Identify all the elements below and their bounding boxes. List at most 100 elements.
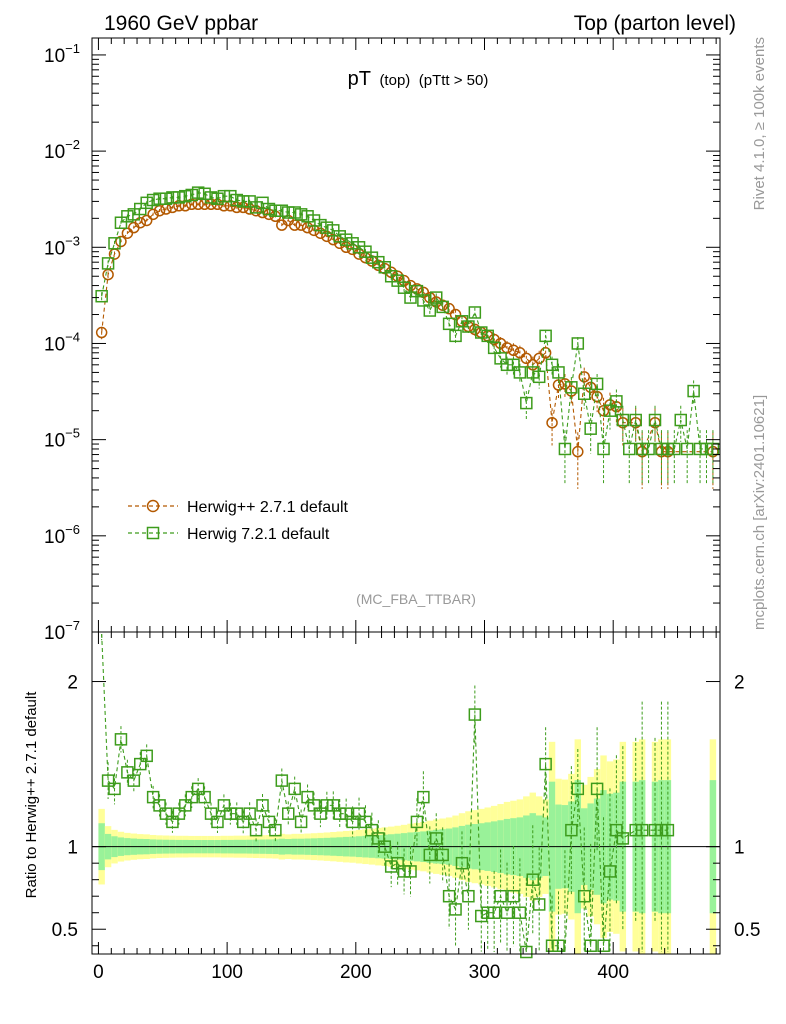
y-tick-label-main: 10−1 [44, 41, 80, 67]
ratio-point-herwig7 [475, 909, 488, 923]
data-point-herwig7 [648, 413, 662, 427]
data-point-herwig7 [597, 442, 610, 456]
ratio-point-herwig7 [610, 823, 623, 837]
legend-label-herwigpp: Herwig++ 2.7.1 default [187, 499, 349, 516]
ratio-point-herwig7 [314, 807, 327, 820]
data-point-herwig7 [294, 208, 308, 221]
ratio-point-herwig7 [288, 782, 301, 796]
data-point-herwig7 [159, 192, 173, 205]
ratio-point-herwig7 [436, 848, 449, 862]
data-point-herwig7 [577, 387, 591, 401]
data-point-herwig7 [500, 358, 514, 372]
data-point-herwig7 [616, 413, 630, 427]
data-point-herwig7 [397, 281, 411, 294]
data-point-herwigpp [539, 347, 552, 359]
y-tick-label-main: 10−7 [44, 618, 80, 644]
ratio-point-herwig7 [404, 865, 417, 878]
data-point-herwig7 [352, 241, 366, 254]
ratio-point-herwig7 [307, 799, 321, 812]
ratio-point-herwig7 [372, 832, 385, 845]
series-line-1 [101, 192, 713, 450]
data-point-herwig7 [211, 192, 224, 205]
data-point-herwig7 [417, 294, 430, 307]
data-point-herwig7 [339, 233, 353, 246]
data-point-herwig7 [198, 187, 211, 201]
data-point-herwig7 [108, 237, 121, 250]
data-point-herwig7 [487, 341, 501, 355]
ratio-point-herwig7 [134, 757, 147, 771]
ratio-point-herwig7 [275, 774, 289, 787]
data-point-herwig7 [507, 358, 520, 372]
data-point-herwig7 [224, 189, 237, 203]
ratio-point-herwig7 [236, 815, 250, 829]
ratio-point-herwig7 [320, 799, 334, 812]
data-point-herwig7 [687, 384, 700, 398]
data-point-herwigpp [173, 200, 185, 212]
data-point-herwigpp [340, 241, 352, 254]
data-point-herwig7 [301, 210, 314, 223]
ratio-point-herwig7 [185, 790, 198, 804]
ratio-point-herwig7 [179, 799, 192, 812]
data-point-herwigpp [533, 352, 545, 365]
y-tick-label-main: 10−6 [44, 522, 80, 548]
ratio-point-herwig7 [269, 823, 282, 837]
data-point-herwigpp [185, 198, 198, 211]
data-point-herwig7 [307, 214, 321, 227]
data-point-herwig7 [236, 195, 250, 208]
ratio-point-herwig7 [410, 815, 424, 829]
data-point-herwig7 [320, 221, 334, 234]
ratio-point-herwig7 [256, 799, 269, 812]
data-point-herwigpp [147, 208, 159, 221]
plot-title: pT (top) (pTtt > 50) [348, 68, 489, 90]
ratio-point-herwig7 [211, 815, 224, 829]
ratio-point-herwig7 [243, 807, 256, 820]
ratio-point-herwig7 [127, 774, 141, 787]
data-point-herwig7 [365, 251, 379, 264]
data-point-herwig7 [558, 442, 572, 456]
data-point-herwig7 [449, 329, 462, 343]
y-tick-label-ratio-left: 2 [67, 673, 78, 694]
ratio-ylabel: Ratio to Herwig++ 2.7.1 default [23, 691, 40, 899]
legend-label-herwig7: Herwig 7.2.1 default [187, 526, 330, 543]
data-point-herwigpp [121, 227, 134, 239]
data-point-herwig7 [153, 192, 166, 205]
x-tick-label: 300 [469, 962, 501, 983]
y-tick-label-ratio-right: 0.5 [734, 920, 760, 941]
data-point-herwigpp [514, 347, 526, 359]
data-point-herwigpp [546, 416, 558, 429]
data-point-herwig7 [661, 442, 675, 456]
ratio-point-herwig7 [584, 939, 597, 952]
data-point-herwig7 [468, 306, 482, 319]
ratio-point-herwig7 [590, 782, 604, 796]
data-point-herwigpp [115, 235, 127, 248]
axis-ticks [92, 38, 720, 954]
ratio-point-herwig7 [417, 790, 430, 804]
ratio-point-herwig7 [468, 708, 482, 721]
x-tick-label: 100 [211, 962, 243, 983]
data-point-herwig7 [513, 366, 527, 379]
legend-circle-icon [146, 499, 160, 513]
ratio-plot-frame [91, 631, 721, 955]
legend-square-icon [146, 526, 160, 540]
ratio-point-herwig7 [397, 865, 411, 878]
legend: Herwig++ 2.7.1 default Herwig 7.2.1 defa… [128, 499, 349, 543]
ratio-point-herwig7 [384, 860, 398, 873]
data-point-herwig7 [539, 329, 552, 343]
ratio-point-herwig7 [230, 807, 244, 820]
data-point-herwig7 [552, 366, 565, 379]
data-point-herwig7 [391, 274, 404, 287]
ratio-point-herwig7 [166, 815, 179, 829]
data-point-herwig7 [282, 206, 295, 219]
analysis-watermark: (MC_FBA_TTBAR) [356, 591, 476, 607]
data-point-herwig7 [166, 191, 179, 204]
y-tick-label-ratio-right: 2 [734, 673, 745, 694]
data-point-herwig7 [121, 210, 134, 223]
ratio-point-herwig7 [552, 939, 565, 952]
data-point-herwig7 [642, 442, 655, 456]
data-point-herwig7 [114, 216, 128, 229]
data-point-herwig7 [95, 289, 108, 303]
data-point-herwig7 [262, 202, 276, 216]
x-tick-label: 200 [340, 962, 372, 983]
main-series-group [95, 186, 720, 489]
data-point-herwig7 [249, 201, 263, 214]
